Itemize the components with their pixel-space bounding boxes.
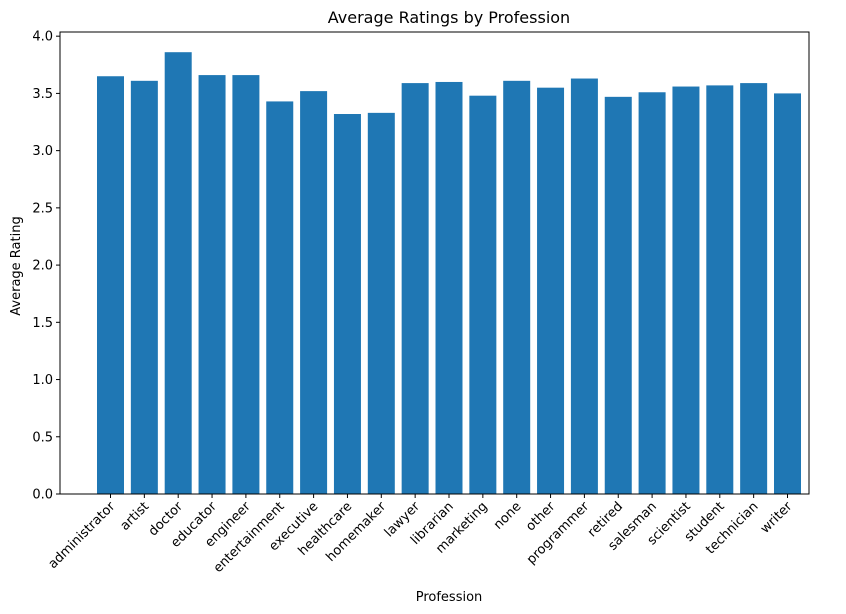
y-tick-label: 0.5 (32, 430, 53, 445)
x-tick-label: homemaker (323, 499, 389, 565)
bar-salesman (638, 92, 666, 494)
bar-educator (198, 75, 226, 494)
bar-entertainment (266, 101, 294, 495)
x-tick-label: writer (758, 499, 796, 537)
bar-doctor (164, 52, 192, 494)
y-tick-label: 1.0 (32, 373, 53, 388)
bars-group (97, 52, 801, 495)
bar-homemaker (367, 112, 395, 495)
bar-marketing (469, 95, 497, 494)
bar-none (503, 80, 531, 494)
plot-frame (59, 31, 810, 495)
y-tick-label: 1.5 (32, 316, 53, 331)
x-tick-label: administrator (46, 499, 119, 572)
bar-engineer (232, 75, 260, 494)
chart-title: Average Ratings by Profession (328, 8, 570, 27)
y-tick-label: 3.5 (32, 87, 53, 102)
bar-scientist (672, 86, 700, 494)
bar-lawyer (401, 83, 429, 494)
x-tick-label: none (491, 499, 525, 533)
bar-student (706, 85, 734, 494)
bar-writer (774, 93, 801, 494)
y-tick-label: 4.0 (32, 30, 53, 45)
bar-programmer (570, 78, 598, 494)
x-axis-label: Profession (416, 590, 483, 605)
y-tick-label: 3.0 (32, 144, 53, 159)
bar-administrator (97, 76, 124, 495)
bar-technician (740, 83, 768, 494)
y-tick-label: 2.5 (32, 201, 53, 216)
y-tick-label: 0.0 (32, 488, 53, 503)
y-axis-label: Average Rating (9, 216, 24, 315)
bar-healthcare (333, 114, 361, 494)
x-axis: administrator artistdoctoreducatorenginee… (46, 494, 796, 576)
bar-executive (300, 91, 328, 495)
bar-artist (130, 80, 158, 494)
bar-other (537, 87, 565, 495)
y-tick-label: 2.0 (32, 259, 53, 274)
bar-librarian (435, 81, 463, 495)
y-axis: 0.0 0.5 1.0 1.5 2.0 2.5 3.0 3.5 4.0 (32, 30, 60, 503)
bar-retired (604, 96, 632, 494)
